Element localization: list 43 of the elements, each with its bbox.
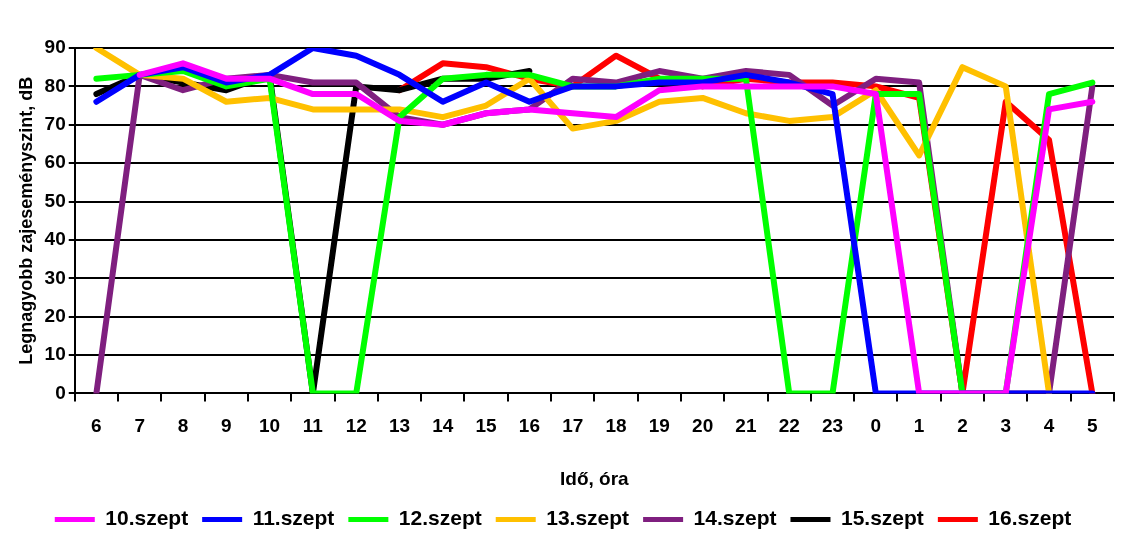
legend-label: 15.szept [840,506,924,530]
y-tick-label: 60 [44,151,66,173]
x-tick-label: 8 [177,415,189,437]
y-axis-title: Legnagyobb zajeseményszint, dB [15,76,36,365]
y-tick-label: 70 [44,112,66,134]
legend-label: 10.szept [105,506,189,530]
x-tick-label: 1 [913,415,925,437]
x-tick-label: 0 [870,415,882,437]
y-tick-label: 40 [44,228,66,250]
x-axis-title: Idő, óra [560,467,630,489]
x-tick-label: 6 [91,415,102,437]
x-tick-label: 5 [1087,415,1099,437]
x-tick-label: 12 [345,415,367,437]
y-tick-label: 20 [44,304,66,326]
x-tick-label: 2 [957,415,968,437]
x-tick-label: 4 [1043,415,1055,437]
x-tick-label: 17 [562,415,584,437]
x-tick-label: 7 [134,415,145,437]
x-tick-label: 19 [648,415,670,437]
y-tick-label: 80 [44,74,66,96]
legend-label: 13.szept [546,506,630,530]
x-tick-label: 14 [432,415,454,437]
x-tick-label: 20 [692,415,714,437]
x-tick-label: 9 [221,415,232,437]
legend-label: 11.szept [252,506,335,530]
y-tick-label: 90 [44,36,66,58]
x-tick-label: 18 [605,415,627,437]
x-tick-label: 21 [735,415,757,437]
legend-label: 16.szept [988,506,1072,530]
legend-label: 12.szept [398,506,482,530]
x-tick-label: 3 [1000,415,1012,437]
x-tick-label: 10 [259,415,281,437]
x-tick-label: 23 [821,415,844,437]
y-tick-label: 30 [44,266,66,288]
legend-label: 14.szept [693,506,777,530]
x-tick-label: 13 [388,415,411,437]
y-tick-label: 50 [44,189,66,211]
y-tick-label: 0 [55,381,66,403]
x-tick-label: 15 [475,415,498,437]
y-tick-label: 10 [44,343,66,365]
x-tick-label: 11 [302,415,324,437]
x-tick-label: 22 [778,415,800,437]
x-tick-label: 16 [518,415,540,437]
